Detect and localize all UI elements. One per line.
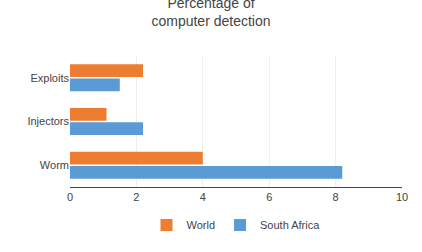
svg-text:Percentage ofcomputer detectio: Percentage ofcomputer detection [151,0,270,29]
svg-text:8: 8 [333,191,339,203]
svg-text:6: 6 [266,191,272,203]
svg-text:World: World [187,219,216,231]
svg-text:2: 2 [133,191,139,203]
svg-text:Injectors: Injectors [27,115,69,127]
svg-text:Exploits: Exploits [30,72,69,84]
svg-text:4: 4 [200,191,206,203]
svg-text:10: 10 [396,191,408,203]
svg-text:Worm: Worm [40,159,69,171]
svg-text:South Africa: South Africa [260,219,320,231]
svg-text:0: 0 [67,191,73,203]
